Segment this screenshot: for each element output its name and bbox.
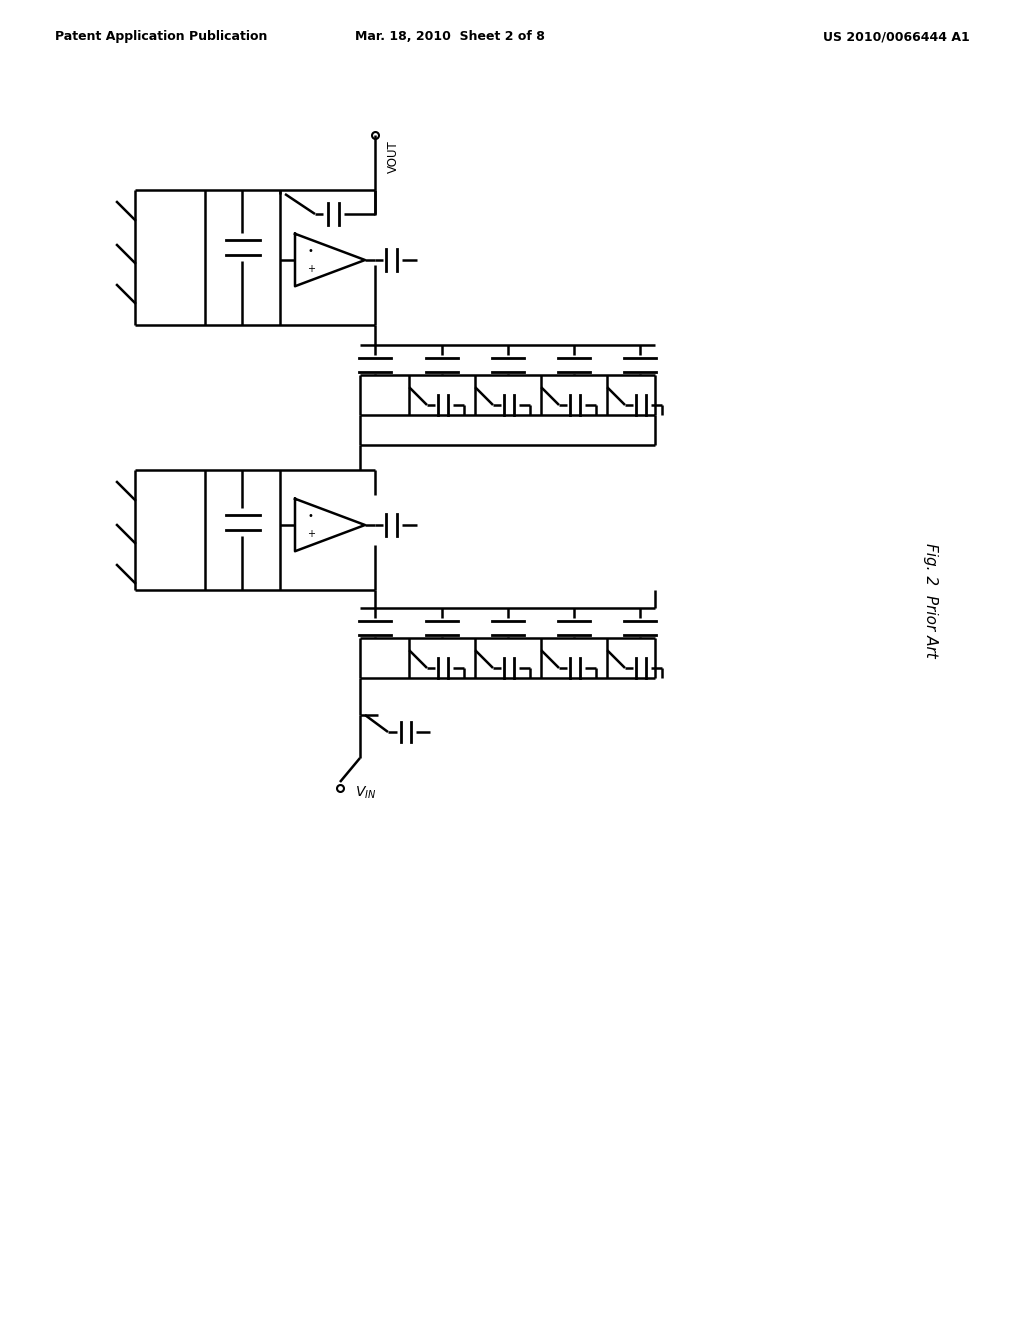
Text: Mar. 18, 2010  Sheet 2 of 8: Mar. 18, 2010 Sheet 2 of 8 xyxy=(355,30,545,44)
Text: •: • xyxy=(308,246,313,256)
Text: Fig. 2  Prior Art: Fig. 2 Prior Art xyxy=(923,543,938,657)
Text: +: + xyxy=(307,264,314,275)
Text: $V_{IN}$: $V_{IN}$ xyxy=(355,785,377,801)
Text: Patent Application Publication: Patent Application Publication xyxy=(55,30,267,44)
Text: +: + xyxy=(307,529,314,540)
Text: US 2010/0066444 A1: US 2010/0066444 A1 xyxy=(823,30,970,44)
Text: VOUT: VOUT xyxy=(387,140,400,173)
Text: •: • xyxy=(308,511,313,520)
